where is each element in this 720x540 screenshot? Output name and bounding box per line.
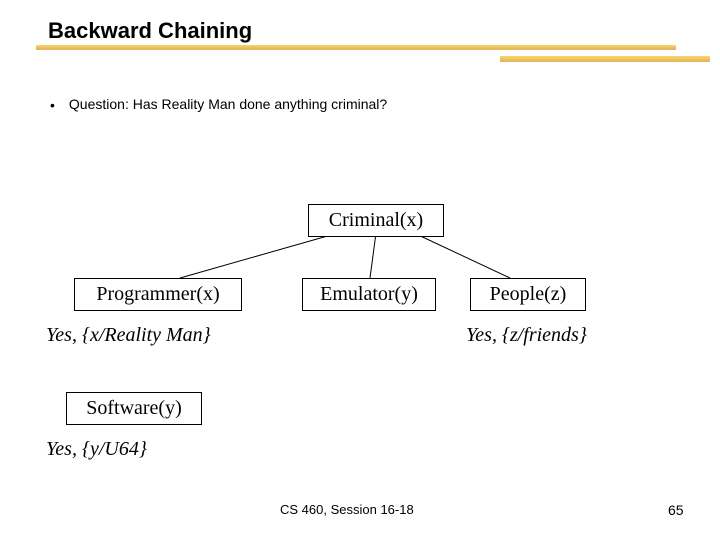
answer-programmer: Yes, {x/Reality Man} xyxy=(46,324,211,347)
node-emulator: Emulator(y) xyxy=(302,278,436,311)
bullet-row: • Question: Has Reality Man done anythin… xyxy=(50,96,387,114)
node-programmer: Programmer(x) xyxy=(74,278,242,311)
node-people: People(z) xyxy=(470,278,586,311)
node-software: Software(y) xyxy=(66,392,202,425)
bullet-marker: • xyxy=(50,96,55,114)
slide-title: Backward Chaining xyxy=(48,18,252,44)
underline-stroke-2 xyxy=(500,56,710,62)
page-number: 65 xyxy=(668,502,684,518)
bullet-text: Question: Has Reality Man done anything … xyxy=(69,96,387,112)
answer-software: Yes, {y/U64} xyxy=(46,438,147,461)
node-criminal: Criminal(x) xyxy=(308,204,444,237)
underline-stroke-1 xyxy=(36,45,676,50)
answer-people: Yes, {z/friends} xyxy=(466,324,587,347)
footer-text: CS 460, Session 16-18 xyxy=(280,502,414,517)
